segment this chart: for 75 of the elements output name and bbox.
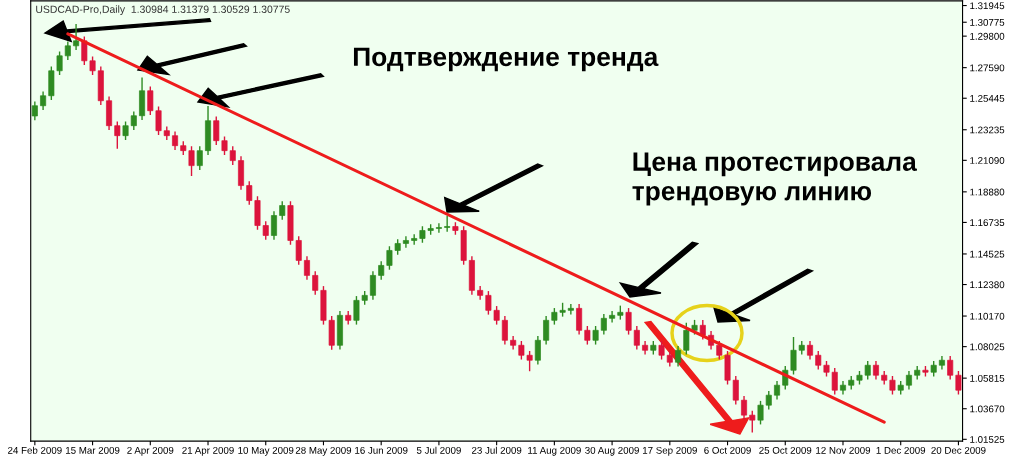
candlestick bbox=[774, 380, 781, 401]
candlestick bbox=[609, 310, 616, 324]
y-tick-label: 1.03670 bbox=[970, 405, 1005, 413]
candlestick bbox=[279, 200, 286, 221]
x-tick-label: 12 Nov 2009 bbox=[816, 446, 871, 454]
y-tick-label: 1.12380 bbox=[970, 281, 1005, 289]
x-tick-label: 23 Jul 2009 bbox=[471, 446, 522, 454]
candlestick bbox=[435, 222, 442, 234]
candlestick bbox=[172, 130, 179, 151]
y-tick-label: 1.31945 bbox=[970, 2, 1005, 10]
candlestick bbox=[683, 322, 690, 356]
candlestick bbox=[411, 233, 418, 246]
y-tick-label: 1.18880 bbox=[970, 188, 1005, 196]
y-tick-label: 1.30775 bbox=[970, 18, 1005, 26]
candlestick bbox=[741, 395, 748, 421]
y-tick-label: 1.01525 bbox=[970, 436, 1005, 443]
y-tick-label: 1.10170 bbox=[970, 312, 1005, 320]
candlestick bbox=[303, 255, 310, 281]
x-tick-label: 24 Feb 2009 bbox=[8, 446, 62, 454]
x-tick-label: 25 Oct 2009 bbox=[759, 446, 812, 454]
x-tick-label: 5 Jul 2009 bbox=[416, 446, 461, 454]
candlestick bbox=[501, 315, 508, 346]
candlestick bbox=[947, 355, 954, 381]
x-tick-label: 30 Aug 2009 bbox=[585, 446, 639, 456]
candlestick bbox=[271, 210, 277, 241]
x-tick-label: 1 Dec 2009 bbox=[876, 446, 926, 454]
x-tick-label: 20 Dec 2009 bbox=[931, 446, 986, 454]
candlestick bbox=[658, 340, 665, 361]
candlestick bbox=[64, 40, 71, 61]
x-tick-label: 11 Aug 2009 bbox=[528, 446, 581, 456]
candlestick bbox=[73, 23, 80, 51]
chart-title: USDCAD-Pro,Daily 1.30984 1.31379 1.30529 1.30775 bbox=[36, 5, 290, 16]
annotation: Подтверждение тренда bbox=[353, 47, 659, 72]
candlestick bbox=[576, 303, 583, 336]
y-tick-label: 1.16735 bbox=[970, 219, 1005, 227]
candlestick bbox=[130, 110, 137, 131]
candlestick bbox=[807, 340, 813, 361]
annotation: Цена протестировала трендовую линию bbox=[632, 152, 917, 206]
candlestick bbox=[378, 260, 385, 281]
y-tick-label: 1.23235 bbox=[970, 126, 1005, 134]
candlestick bbox=[402, 235, 409, 249]
x-tick-label: 16 Jun 2009 bbox=[355, 446, 408, 454]
candlestick bbox=[872, 360, 879, 381]
candlestick bbox=[369, 270, 376, 301]
candlestick bbox=[749, 410, 756, 434]
candlestick bbox=[600, 313, 607, 336]
x-tick-label: 28 May 2009 bbox=[295, 446, 352, 456]
y-tick-label: 1.27590 bbox=[970, 64, 1005, 72]
y-tick-label: 1.25445 bbox=[970, 94, 1005, 102]
x-tick-label: 21 Apr 2009 bbox=[182, 446, 234, 456]
candlestick bbox=[31, 100, 38, 121]
candlestick bbox=[444, 215, 451, 233]
candlestick bbox=[40, 90, 47, 111]
candlestick bbox=[114, 120, 121, 150]
y-tick-label: 1.21090 bbox=[970, 157, 1005, 164]
candlestick bbox=[543, 315, 550, 346]
x-tick-label: 2 Apr 2009 bbox=[127, 446, 174, 456]
candlestick bbox=[122, 120, 129, 141]
y-tick-label: 1.29800 bbox=[970, 32, 1005, 40]
candlestick bbox=[534, 335, 541, 366]
x-tick-label: 17 Sep 2009 bbox=[642, 446, 697, 456]
candlestick bbox=[905, 370, 912, 391]
candlestick bbox=[592, 325, 599, 346]
y-tick-label: 1.05815 bbox=[970, 374, 1005, 382]
x-tick-label: 6 Oct 2009 bbox=[704, 446, 751, 454]
x-tick-label: 15 Mar 2009 bbox=[66, 446, 120, 454]
x-tick-label: 10 May 2009 bbox=[238, 446, 294, 456]
y-tick-label: 1.08025 bbox=[970, 343, 1005, 351]
candlestick bbox=[633, 325, 640, 351]
candlestick bbox=[625, 307, 632, 336]
y-tick-label: 1.14525 bbox=[970, 250, 1005, 258]
candlestick bbox=[567, 303, 574, 316]
candlestick bbox=[196, 145, 203, 171]
candlestick bbox=[584, 325, 591, 346]
candlestick bbox=[675, 345, 682, 368]
